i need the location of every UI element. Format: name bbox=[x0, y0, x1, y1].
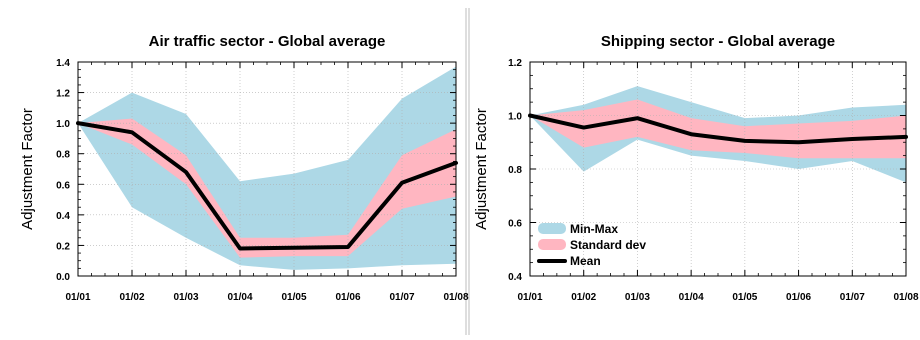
x-tick-label: 01/07 bbox=[840, 292, 865, 303]
x-tick-label: 01/04 bbox=[227, 292, 252, 303]
mean-point bbox=[689, 132, 693, 136]
legend-label: Min-Max bbox=[570, 222, 618, 236]
x-tick-label: 01/06 bbox=[335, 292, 360, 303]
x-tick-label: 01/03 bbox=[625, 292, 650, 303]
mean-point bbox=[635, 116, 639, 120]
mean-point bbox=[238, 246, 242, 250]
x-tick-label: 01/08 bbox=[443, 292, 468, 303]
mean-point bbox=[797, 140, 801, 144]
x-tick-label: 01/02 bbox=[119, 292, 144, 303]
x-tick-label: 01/01 bbox=[65, 292, 90, 303]
mean-point bbox=[850, 137, 854, 141]
y-tick-label: 0.6 bbox=[56, 180, 70, 191]
y-tick-label: 0.4 bbox=[508, 272, 522, 283]
y-tick-label: 1.0 bbox=[56, 119, 70, 130]
band-standard-dev bbox=[78, 118, 456, 258]
y-tick-label: 0.4 bbox=[56, 211, 70, 222]
chart-title: Air traffic sector - Global average bbox=[149, 33, 386, 50]
x-tick-label: 01/04 bbox=[679, 292, 704, 303]
mean-point bbox=[400, 181, 404, 185]
shipping-chart: Shipping sector - Global average Adjustme… bbox=[473, 33, 919, 303]
y-tick-label: 1.0 bbox=[508, 112, 522, 123]
mean-point bbox=[130, 130, 134, 134]
legend-swatch bbox=[538, 239, 566, 250]
x-tick-label: 01/05 bbox=[281, 292, 306, 303]
mean-point bbox=[346, 245, 350, 249]
y-tick-label: 1.4 bbox=[56, 58, 70, 69]
x-tick-label: 01/08 bbox=[893, 292, 918, 303]
legend-entry: Min-Max bbox=[538, 222, 618, 236]
legend-swatch bbox=[538, 223, 566, 234]
legend-entry: Standard dev bbox=[538, 238, 646, 252]
legend-entry: Mean bbox=[537, 254, 601, 268]
band-standard-dev bbox=[530, 99, 906, 159]
y-tick-label: 0.0 bbox=[56, 272, 70, 283]
x-tick-label: 01/02 bbox=[571, 292, 596, 303]
air-traffic-chart: Air traffic sector - Global average Adjus… bbox=[19, 33, 469, 303]
mean-point bbox=[743, 139, 747, 143]
y-tick-label: 0.8 bbox=[508, 165, 522, 176]
y-tick-label: 1.2 bbox=[508, 58, 522, 69]
x-tick-label: 01/05 bbox=[732, 292, 757, 303]
mean-point bbox=[292, 246, 296, 250]
x-tick-label: 01/06 bbox=[786, 292, 811, 303]
y-axis-label: Adjustment Factor bbox=[19, 108, 36, 230]
mean-point bbox=[184, 170, 188, 174]
legend-label: Standard dev bbox=[570, 238, 646, 252]
mean-line bbox=[76, 121, 458, 251]
y-axis-label: Adjustment Factor bbox=[473, 108, 490, 230]
y-tick-label: 0.8 bbox=[56, 150, 70, 161]
y-tick-label: 0.6 bbox=[508, 219, 522, 230]
x-tick-label: 01/01 bbox=[517, 292, 542, 303]
chart-title: Shipping sector - Global average bbox=[601, 33, 835, 50]
legend-label: Mean bbox=[570, 254, 601, 268]
mean-point bbox=[582, 126, 586, 130]
y-tick-label: 0.2 bbox=[56, 241, 70, 252]
y-tick-label: 1.2 bbox=[56, 89, 70, 100]
x-tick-label: 01/07 bbox=[389, 292, 414, 303]
x-tick-label: 01/03 bbox=[173, 292, 198, 303]
mean-line bbox=[528, 113, 908, 145]
